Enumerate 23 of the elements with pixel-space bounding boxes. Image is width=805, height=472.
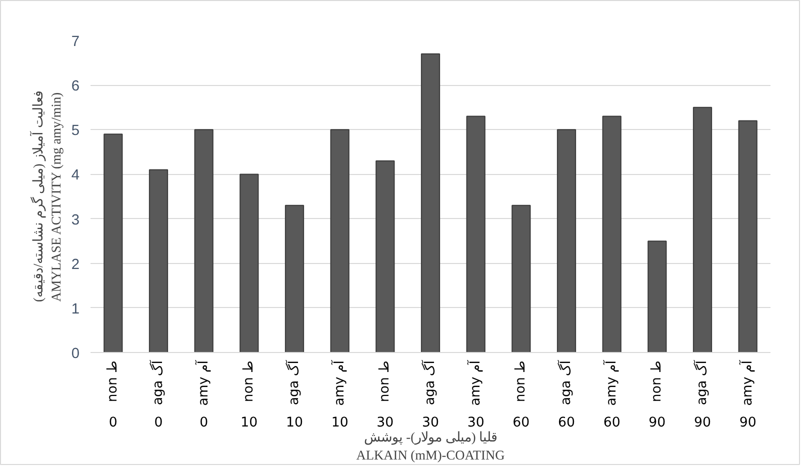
- y-tick-label: 4: [71, 168, 80, 184]
- bar: [240, 174, 259, 352]
- bar: [148, 169, 168, 352]
- bar: [194, 129, 214, 352]
- bar: [602, 116, 622, 352]
- bar: [512, 204, 531, 352]
- bar: [330, 129, 350, 352]
- bar: [648, 240, 667, 352]
- y-tick-label: 7: [71, 34, 80, 50]
- bar: [466, 116, 486, 352]
- bar: [104, 134, 123, 352]
- y-tick-label: 0: [71, 346, 80, 362]
- bar: [284, 204, 304, 352]
- y-tick-label: 1: [71, 301, 80, 318]
- bar: [556, 129, 576, 352]
- bar: [738, 120, 758, 352]
- y-tick-label: 6: [71, 78, 80, 95]
- y-tick-label: 3: [71, 212, 80, 228]
- y-tick-label: 5: [71, 123, 80, 140]
- y-tick-label: 2: [71, 256, 80, 273]
- bar: [420, 53, 440, 352]
- bar: [692, 106, 712, 352]
- bar: [376, 160, 395, 352]
